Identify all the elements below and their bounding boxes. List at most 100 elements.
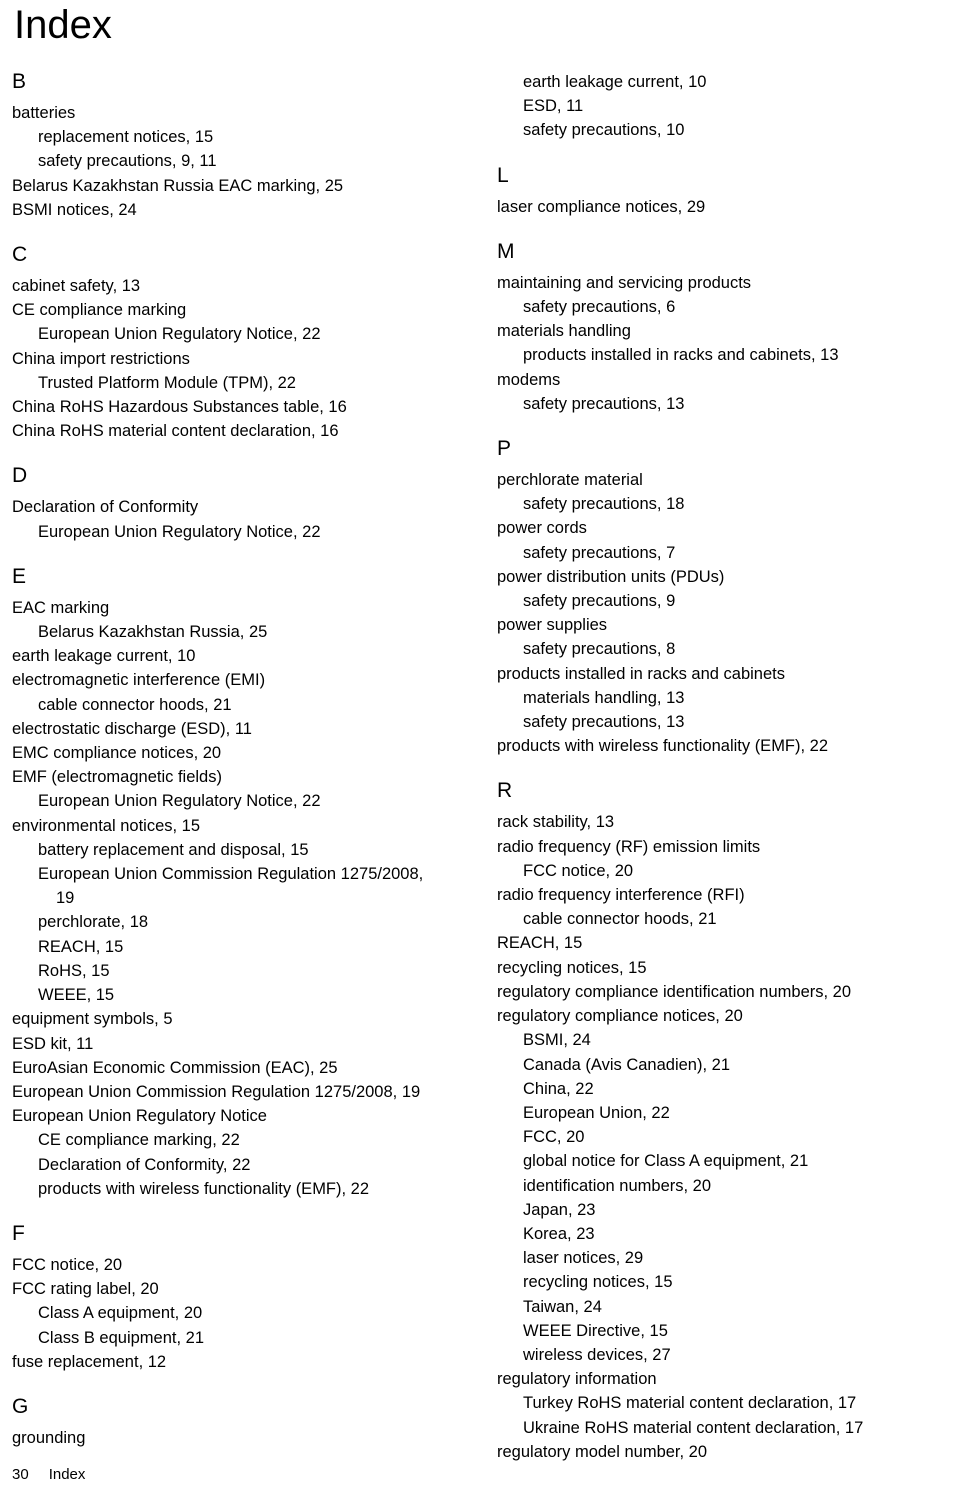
index-entry[interactable]: safety precautions, 10: [523, 121, 685, 140]
index-entry[interactable]: WEEE Directive, 15: [523, 1321, 668, 1340]
index-entry[interactable]: European Union, 22: [523, 1103, 670, 1122]
index-entry[interactable]: Class B equipment, 21: [38, 1328, 205, 1347]
index-entry[interactable]: European Union Regulatory Notice, 22: [38, 522, 321, 541]
index-entry[interactable]: China RoHS Hazardous Substances table, 1…: [12, 398, 347, 417]
index-entry[interactable]: Class A equipment, 20: [38, 1304, 203, 1323]
index-entry[interactable]: safety precautions, 13: [523, 713, 685, 732]
index-entry[interactable]: European Union Regulatory Notice: [12, 1107, 267, 1126]
index-entry[interactable]: REACH, 15: [497, 934, 583, 953]
index-entry[interactable]: FCC notice, 20: [523, 861, 634, 880]
index-entry[interactable]: regulatory information: [497, 1370, 657, 1389]
index-entry[interactable]: China, 22: [523, 1079, 594, 1098]
index-entry[interactable]: EAC marking: [12, 598, 110, 617]
index-entry[interactable]: European Union Regulatory Notice, 22: [38, 792, 321, 811]
index-entry[interactable]: BSMI notices, 24: [12, 200, 137, 219]
index-entry[interactable]: Japan, 23: [523, 1200, 596, 1219]
index-entry[interactable]: laser notices, 29: [523, 1249, 644, 1268]
index-entry[interactable]: safety precautions, 9, 11: [38, 152, 217, 171]
index-entry[interactable]: Turkey RoHS material content declaration…: [523, 1394, 857, 1413]
index-entry[interactable]: European Union Commission Regulation 127…: [12, 862, 467, 910]
index-entry[interactable]: electrostatic discharge (ESD), 11: [12, 719, 252, 738]
index-letter-heading: R: [497, 779, 513, 803]
index-entry[interactable]: earth leakage current, 10: [523, 73, 707, 91]
index-entry[interactable]: perchlorate, 18: [38, 913, 149, 932]
index-entry[interactable]: ESD kit, 11: [12, 1034, 94, 1053]
index-entry[interactable]: European Union Regulatory Notice, 22: [38, 325, 321, 344]
page-title: Index: [14, 3, 112, 47]
index-entry[interactable]: materials handling: [497, 322, 631, 341]
index-entry[interactable]: safety precautions, 6: [523, 298, 676, 317]
index-entry[interactable]: identification numbers, 20: [523, 1176, 712, 1195]
index-entry[interactable]: products with wireless functionality (EM…: [38, 1179, 370, 1198]
index-entry[interactable]: Belarus Kazakhstan Russia EAC marking, 2…: [12, 176, 344, 195]
index-entry[interactable]: ESD, 11: [523, 97, 584, 116]
index-entry[interactable]: grounding: [12, 1428, 86, 1447]
index-entry[interactable]: FCC notice, 20: [12, 1255, 123, 1274]
index-entry[interactable]: EuroAsian Economic Commission (EAC), 25: [12, 1058, 338, 1077]
index-letter-group: F FCC notice, 20 FCC rating label, 20 Class…: [12, 1222, 467, 1374]
index-entry[interactable]: fuse replacement, 12: [12, 1352, 167, 1371]
index-entry[interactable]: REACH, 15: [38, 937, 124, 956]
index-entry[interactable]: FCC, 20: [523, 1128, 585, 1147]
index-entry[interactable]: cable connector hoods, 21: [523, 910, 717, 929]
index-entry[interactable]: Taiwan, 24: [523, 1297, 602, 1316]
index-entry[interactable]: modems: [497, 370, 561, 389]
index-entry[interactable]: environmental notices, 15: [12, 816, 201, 835]
index-entry[interactable]: Belarus Kazakhstan Russia, 25: [38, 623, 268, 642]
index-entry[interactable]: CE compliance marking, 22: [38, 1131, 240, 1150]
index-entry[interactable]: safety precautions, 9: [523, 592, 676, 611]
index-letter-heading: B: [12, 70, 27, 93]
index-entry[interactable]: global notice for Class A equipment, 21: [523, 1152, 809, 1171]
index-entry[interactable]: cabinet safety, 13: [12, 277, 141, 296]
index-entry[interactable]: safety precautions, 8: [523, 640, 676, 659]
footer-label: Index: [48, 1466, 86, 1483]
index-entry[interactable]: CE compliance marking: [12, 301, 187, 320]
index-entry[interactable]: BSMI, 24: [523, 1031, 591, 1050]
index-entry[interactable]: Ukraine RoHS material content declaratio…: [523, 1418, 864, 1437]
index-entry[interactable]: products with wireless functionality (EM…: [497, 737, 829, 756]
index-entry[interactable]: laser compliance notices, 29: [497, 197, 706, 216]
index-entry[interactable]: radio frequency (RF) emission limits: [497, 837, 761, 856]
index-entry[interactable]: regulatory compliance notices, 20: [497, 1007, 743, 1026]
index-entry[interactable]: products installed in racks and cabinets: [497, 664, 785, 683]
index-entry[interactable]: Korea, 23: [523, 1224, 595, 1243]
index-entry[interactable]: materials handling, 13: [523, 688, 685, 707]
index-entry[interactable]: China import restrictions: [12, 349, 190, 368]
index-entry[interactable]: products installed in racks and cabinets…: [523, 346, 839, 365]
index-entry[interactable]: power cords: [497, 519, 587, 538]
index-entry[interactable]: FCC rating label, 20: [12, 1280, 159, 1299]
index-entry[interactable]: equipment symbols, 5: [12, 1010, 173, 1029]
index-entry[interactable]: power distribution units (PDUs): [497, 567, 725, 586]
index-entry-continuation: 19: [56, 889, 75, 908]
index-entry[interactable]: Declaration of Conformity, 22: [38, 1155, 251, 1174]
index-entry[interactable]: perchlorate material: [497, 471, 643, 490]
index-entry[interactable]: earth leakage current, 10: [12, 647, 196, 666]
index-entry[interactable]: European Union Commission Regulation 127…: [12, 1082, 421, 1101]
index-entry[interactable]: Declaration of Conformity: [12, 498, 199, 517]
index-entry[interactable]: rack stability, 13: [497, 813, 615, 832]
index-entry[interactable]: wireless devices, 27: [523, 1345, 671, 1364]
index-entry[interactable]: power supplies: [497, 616, 608, 635]
index-entry[interactable]: electromagnetic interference (EMI): [12, 671, 266, 690]
index-entry[interactable]: battery replacement and disposal, 15: [38, 840, 309, 859]
index-column-right: earth leakage current, 10 ESD, 11 safety p…: [497, 70, 952, 1464]
index-entry[interactable]: WEEE, 15: [38, 986, 115, 1005]
index-entry[interactable]: maintaining and servicing products: [497, 273, 752, 292]
index-entry[interactable]: regulatory compliance identification num…: [497, 982, 852, 1001]
index-entry[interactable]: batteries: [12, 104, 76, 122]
index-entry[interactable]: safety precautions, 13: [523, 394, 685, 413]
index-entry[interactable]: EMF (electromagnetic fields): [12, 768, 222, 787]
index-entry[interactable]: EMC compliance notices, 20: [12, 744, 222, 763]
index-entry[interactable]: Trusted Platform Module (TPM), 22: [38, 373, 296, 392]
index-entry[interactable]: replacement notices, 15: [38, 128, 214, 147]
index-entry[interactable]: radio frequency interference (RFI): [497, 886, 745, 905]
index-entry[interactable]: RoHS, 15: [38, 961, 110, 980]
index-entry[interactable]: safety precautions, 18: [523, 495, 685, 514]
index-entry[interactable]: recycling notices, 15: [523, 1273, 673, 1292]
index-entry[interactable]: recycling notices, 15: [497, 958, 647, 977]
index-entry[interactable]: safety precautions, 7: [523, 543, 676, 562]
index-entry[interactable]: cable connector hoods, 21: [38, 695, 232, 714]
index-entry[interactable]: regulatory model number, 20: [497, 1442, 708, 1461]
index-entry[interactable]: Canada (Avis Canadien), 21: [523, 1055, 730, 1074]
index-entry[interactable]: China RoHS material content declaration,…: [12, 422, 339, 441]
